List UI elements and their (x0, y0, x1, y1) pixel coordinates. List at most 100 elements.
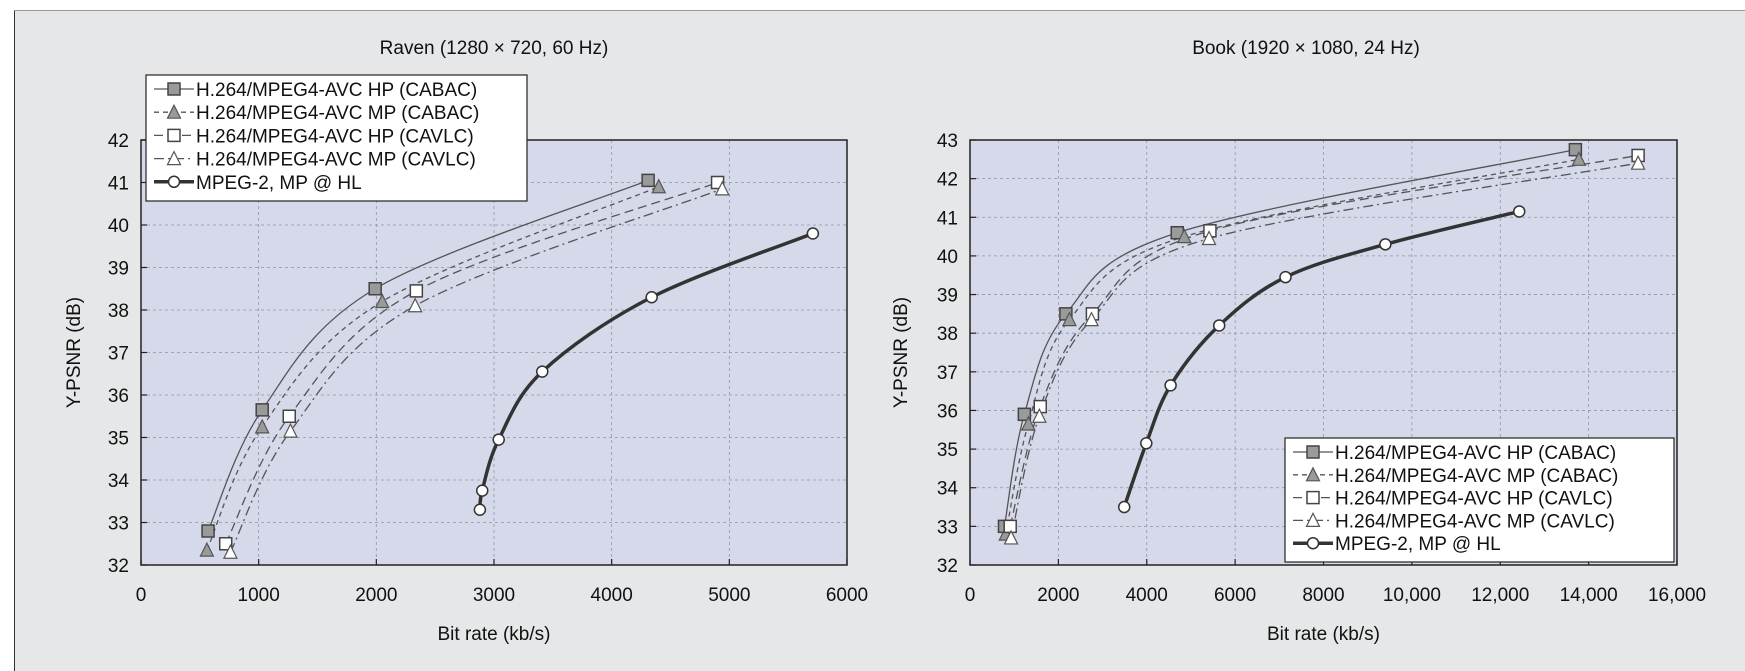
data-point (1017, 407, 1032, 422)
data-point (1279, 270, 1292, 284)
x-axis-label: Bit rate (kb/s) (438, 624, 551, 645)
data-point (1212, 319, 1226, 332)
data-point (199, 541, 215, 557)
y-tick-label: 43 (937, 131, 958, 152)
legend-entry: MPEG-2, MP @ HL (196, 173, 362, 194)
legend-entry: H.264/MPEG4-AVC MP (CAVLC) (1335, 511, 1615, 532)
chart-2: 0 2000 4000 6000 8000 10,000 12,000 14,000 16,00… (891, 38, 1706, 645)
x-tick-label: 0 (965, 585, 976, 606)
data-point (651, 178, 667, 194)
data-point (1061, 311, 1077, 327)
series-line (225, 181, 718, 545)
data-point (1117, 500, 1131, 514)
y-tick-label: 40 (937, 247, 958, 268)
legend-entry: H.264/MPEG4-AVC HP (CAVLC) (1335, 489, 1613, 510)
y-tick-label: 39 (108, 259, 129, 280)
figure-border (14, 10, 1745, 11)
y-axis-label: Y-PSNR (dB) (891, 297, 912, 408)
data-point (1084, 311, 1099, 327)
y-tick-label: 33 (108, 514, 129, 535)
x-tick-label: 16,000 (1648, 585, 1706, 606)
legend-entry: H.264/MPEG4-AVC HP (CAVLC) (196, 126, 474, 147)
y-tick-label: 38 (937, 324, 958, 345)
y-tick-label: 32 (937, 556, 958, 577)
data-point (806, 227, 820, 240)
data-point (368, 282, 382, 296)
data-point (1140, 437, 1153, 450)
x-tick-label: 5000 (708, 585, 750, 606)
data-point (1571, 150, 1587, 166)
x-tick-label: 10,000 (1383, 585, 1441, 606)
y-axis-label: Y-PSNR (dB) (64, 297, 85, 408)
x-tick-label: 3000 (473, 585, 515, 606)
data-point (282, 409, 297, 423)
series-line (229, 188, 723, 553)
x-tick-label: 12,000 (1471, 585, 1529, 606)
y-tick-label: 37 (108, 344, 129, 365)
data-point (1630, 154, 1646, 170)
legend-entry: H.264/MPEG4-AVC MP (CABAC) (1335, 466, 1618, 487)
y-tick-label: 34 (108, 471, 130, 492)
legend-entry: H.264/MPEG4-AVC MP (CAVLC) (196, 150, 476, 171)
data-point (409, 284, 424, 298)
y-tick-label: 37 (937, 363, 958, 384)
y-tick-label: 41 (108, 174, 129, 195)
y-tick-label: 40 (108, 216, 129, 237)
legend-marker (1306, 445, 1320, 459)
legend-box (1284, 437, 1675, 563)
legend-marker (167, 128, 181, 143)
y-tick-label: 36 (108, 386, 129, 407)
x-tick-label: 6000 (826, 585, 868, 606)
legend-entry: H.264/MPEG4-AVC HP (CABAC) (1335, 443, 1616, 464)
x-tick-label: 2000 (1037, 585, 1079, 606)
y-tick-label: 42 (108, 131, 129, 152)
series-line (207, 179, 649, 532)
x-tick-label: 4000 (591, 585, 633, 606)
data-point (282, 422, 298, 438)
data-point (255, 403, 269, 417)
legend-marker (1305, 512, 1321, 528)
x-axis-label: Bit rate (kb/s) (1267, 624, 1380, 645)
legend-entry: H.264/MPEG4-AVC MP (CABAC) (196, 103, 479, 124)
data-point (374, 293, 390, 309)
data-point (1176, 228, 1192, 244)
data-point (222, 543, 238, 559)
legend-marker (166, 103, 182, 119)
x-tick-label: 8000 (1302, 585, 1344, 606)
data-point (1164, 379, 1177, 392)
data-point (1379, 238, 1392, 251)
y-tick-label: 42 (937, 170, 958, 191)
x-tick-label: 0 (136, 585, 147, 606)
y-tick-label: 35 (108, 429, 129, 450)
data-point (407, 297, 423, 313)
x-tick-label: 1000 (238, 585, 280, 606)
data-point (1003, 529, 1019, 545)
data-point (473, 503, 487, 516)
series-line (1010, 162, 1639, 539)
legend-marker (167, 175, 181, 189)
y-tick-label: 41 (937, 208, 958, 229)
data-point (218, 537, 233, 551)
chart-title: Raven (1280 × 720, 60 Hz) (380, 38, 609, 59)
data-point (1201, 230, 1217, 246)
legend-entry: H.264/MPEG4-AVC HP (CABAC) (196, 80, 477, 101)
data-point (1031, 407, 1047, 423)
series-line (1003, 149, 1576, 527)
series-line (206, 186, 659, 551)
figure-border (14, 10, 15, 671)
y-tick-label: 35 (937, 440, 958, 461)
x-tick-label: 2000 (355, 585, 397, 606)
data-point (645, 291, 658, 304)
legend-marker (1305, 466, 1321, 482)
data-point (535, 365, 549, 378)
y-tick-label: 39 (937, 286, 958, 307)
data-point (1513, 205, 1526, 218)
legend-marker (167, 82, 181, 96)
y-tick-label: 34 (937, 479, 959, 500)
data-point (475, 484, 489, 497)
x-tick-label: 4000 (1126, 585, 1168, 606)
chart-title: Book (1920 × 1080, 24 Hz) (1192, 38, 1420, 59)
data-point (641, 173, 655, 188)
y-tick-label: 33 (937, 517, 958, 538)
